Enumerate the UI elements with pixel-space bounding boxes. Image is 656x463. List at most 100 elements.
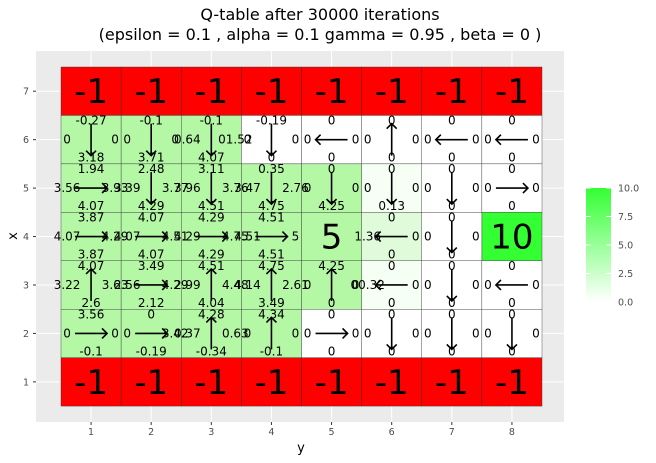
cell-label-1-6: -1 (375, 363, 409, 403)
q-value-up-2-3: 4.28 (198, 307, 225, 321)
q-value-left-2-7: 0 (424, 326, 432, 340)
q-value-up-4-6: 0 (388, 211, 396, 225)
q-value-up-3-3: 4.51 (198, 259, 225, 273)
q-value-left-6-2: 0 (123, 133, 131, 147)
q-value-up-4-1: 3.87 (78, 211, 105, 225)
arrow-head-5-4 (265, 198, 278, 206)
cell-7-7 (421, 66, 483, 116)
y-tick-label-7: 7 (23, 87, 29, 98)
cell-4-5 (301, 212, 362, 261)
q-value-left-6-5: 0 (304, 133, 312, 147)
q-value-up-5-7: 0 (448, 162, 456, 176)
q-value-right-5-6: 0 (412, 181, 420, 195)
q-value-left-6-8: 0 (484, 133, 492, 147)
arrow-head-6-1 (85, 150, 97, 157)
q-value-right-5-7: 0 (472, 181, 480, 195)
legend-tick-label-7.5: 7.5 (618, 212, 633, 223)
x-tick-label-7: 7 (449, 427, 455, 438)
x-tick-label-5: 5 (329, 427, 335, 438)
q-value-left-3-6: 00.32 (351, 278, 385, 292)
q-value-up-6-7: 0 (448, 114, 456, 128)
q-value-right-3-5: 0 (352, 278, 360, 292)
arrow-head-2-2 (161, 327, 169, 339)
q-value-right-3-1: 3.63 (102, 278, 129, 292)
q-value-down-2-1: -0.1 (79, 344, 102, 358)
q-value-down-3-8: 0 (508, 296, 516, 310)
arrow-head-6-3 (205, 150, 217, 157)
q-value-right-2-4: 0 (292, 326, 300, 340)
q-value-down-6-4: 0 (268, 151, 276, 165)
q-value-left-2-1: 0 (63, 326, 71, 340)
cell-1-6 (361, 357, 422, 407)
q-value-down-3-7: 0 (448, 296, 456, 310)
q-value-up-2-4: 4.34 (258, 307, 285, 321)
q-value-left-2-2: 0 (123, 326, 131, 340)
arrow-head-3-6 (374, 279, 382, 291)
y-tick-label-2: 2 (23, 329, 29, 340)
q-value-down-2-8: 0 (508, 344, 516, 358)
cell-label-7-6: -1 (375, 72, 409, 112)
q-value-down-6-7: 0 (448, 151, 456, 165)
arrow-head-5-3 (205, 198, 217, 206)
q-value-left-5-1: 3.56 (54, 181, 81, 195)
q-value-up-5-6: 0 (388, 162, 396, 176)
q-value-up-3-8: 0 (508, 259, 516, 273)
q-value-up-6-4: -0.19 (256, 114, 287, 128)
q-value-down-3-4: 3.49 (258, 296, 285, 310)
q-value-up-3-2: 3.49 (138, 259, 165, 273)
q-value-up-5-3: 3.11 (198, 162, 225, 176)
cell-label-7-5: -1 (315, 72, 349, 112)
q-value-left-2-8: 0 (484, 326, 492, 340)
arrow-head-2-4 (265, 316, 278, 323)
cell-1-8 (481, 357, 543, 407)
arrow-head-3-2 (161, 279, 169, 291)
arrow-head-3-7 (446, 295, 458, 303)
q-value-right-6-8: 0 (532, 133, 540, 147)
arrow-head-4-6 (374, 230, 382, 243)
cell-label-7-2: -1 (134, 72, 168, 112)
q-value-up-2-2: 0 (147, 307, 155, 321)
q-value-left-5-3: 3.96 (174, 181, 201, 195)
q-value-left-3-7: 0 (424, 278, 432, 292)
arrow-head-2-5 (341, 327, 349, 339)
q-value-down-5-4: 4.75 (258, 199, 285, 213)
q-value-left-2-4: 0 (244, 326, 252, 340)
q-value-up-3-1: 4.07 (78, 259, 105, 273)
q-value-down-4-6: 0 (388, 248, 396, 262)
q-value-down-4-3: 4.29 (198, 248, 225, 262)
arrow-head-3-4 (265, 267, 278, 275)
q-value-down-3-3: 4.04 (198, 296, 225, 310)
q-value-left-4-3: 4.29 (174, 230, 201, 244)
q-value-down-3-6: 0 (388, 296, 396, 310)
chart-title-line2: (epsilon = 0.1 , alpha = 0.1 gamma = 0.9… (99, 25, 542, 44)
legend: 10.0 7.5 5.0 2.5 0.0 (586, 184, 639, 309)
q-value-up-3-5: 4.25 (318, 259, 345, 273)
cell-label-1-1: -1 (74, 363, 108, 403)
q-value-left-5-8: 0 (484, 181, 492, 195)
arrow-head-4-1 (101, 230, 109, 243)
q-value-up-2-1: 3.56 (78, 307, 105, 321)
q-value-right-6-5: 0 (352, 133, 360, 147)
arrow-head-5-1 (101, 182, 109, 194)
q-value-up-5-5: 0 (328, 162, 336, 176)
cell-1-4 (241, 357, 302, 407)
q-value-left-4-4: 4.51 (234, 230, 261, 244)
q-value-down-2-4: -0.1 (260, 344, 283, 358)
cell-label-1-5: -1 (315, 363, 349, 403)
q-value-left-6-7: 0 (424, 133, 432, 147)
arrow-head-6-2 (145, 150, 157, 157)
q-value-right-2-2: 3.42 (162, 326, 189, 340)
q-value-right-2-8: 0 (532, 326, 540, 340)
q-value-up-6-1: -0.27 (76, 114, 107, 128)
cell-label-1-8: -1 (495, 363, 529, 403)
q-value-right-2-3: 0.63 (222, 326, 249, 340)
x-tick-label-8: 8 (509, 427, 515, 438)
cell-7-4 (241, 66, 302, 116)
q-value-down-4-1: 3.87 (78, 248, 105, 262)
arrow-head-4-2 (161, 230, 169, 243)
q-value-right-5-4: 2.76 (282, 181, 309, 195)
cell-7-5 (301, 66, 362, 116)
x-tick-label-3: 3 (208, 427, 214, 438)
q-value-left-6-4: 0 (244, 133, 252, 147)
q-value-up-6-5: 0 (328, 114, 336, 128)
